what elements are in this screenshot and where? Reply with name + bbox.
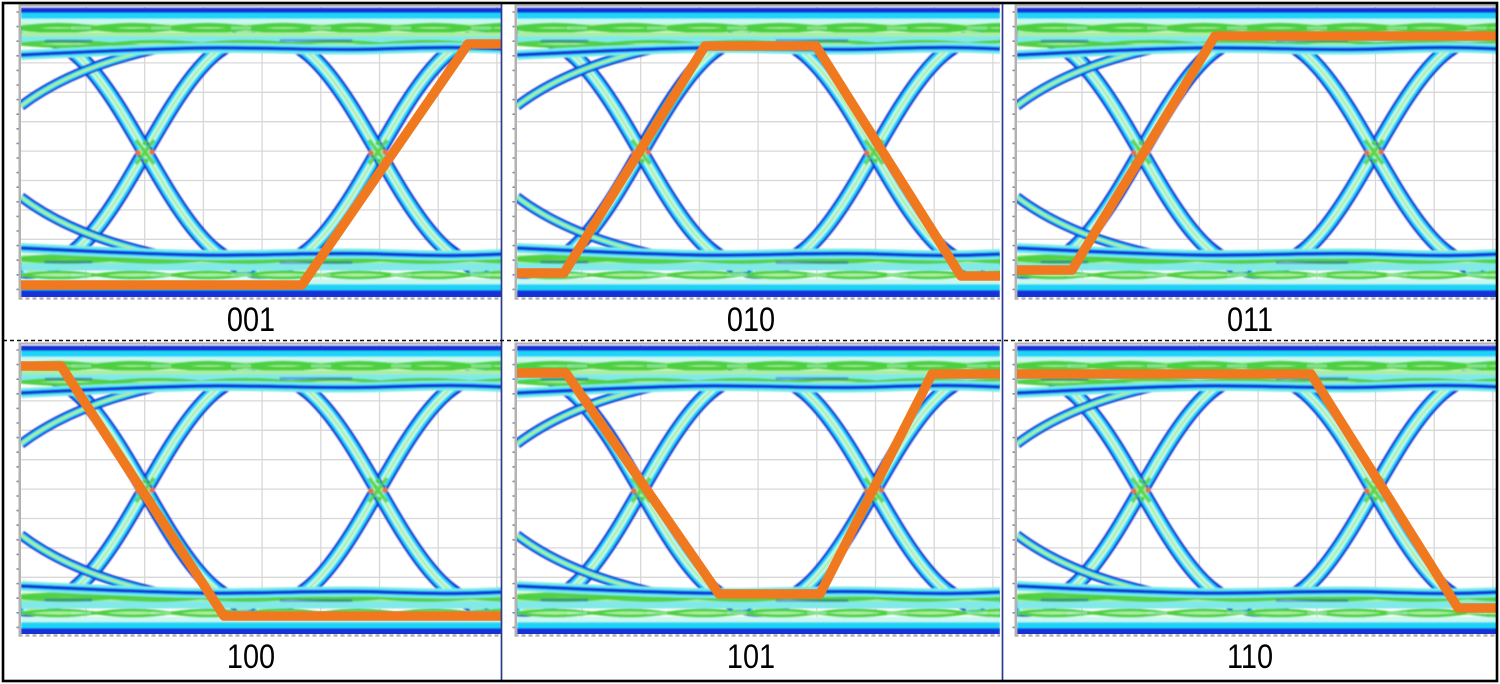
svg-text:010: 010 [727, 300, 775, 339]
svg-text:101: 101 [727, 637, 775, 676]
svg-text:011: 011 [1227, 300, 1273, 339]
svg-text:001: 001 [227, 300, 275, 339]
svg-text:110: 110 [1227, 637, 1273, 676]
svg-text:100: 100 [227, 637, 275, 676]
